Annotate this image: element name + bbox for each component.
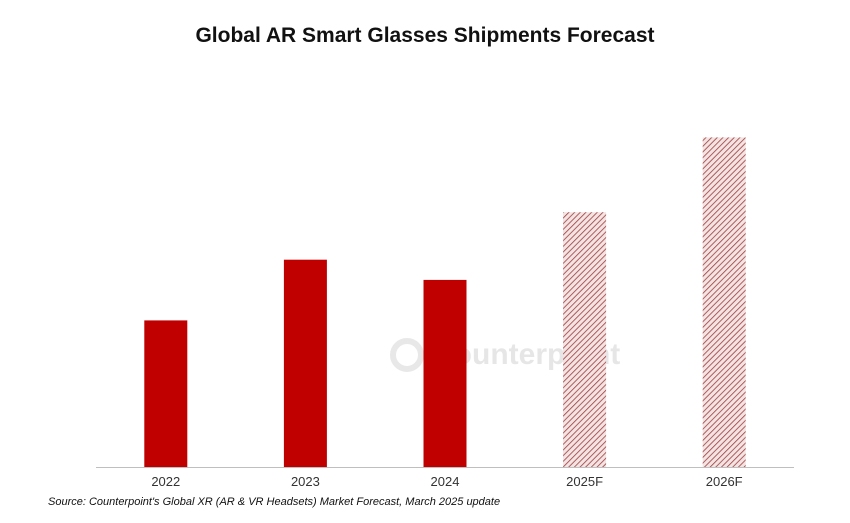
bar-2022 bbox=[144, 320, 188, 467]
x-tick-label: 2025F bbox=[566, 474, 603, 489]
bar-2025f bbox=[563, 212, 607, 467]
bar-2024 bbox=[423, 279, 467, 467]
x-tick-label: 2024 bbox=[431, 474, 460, 489]
chart-title: Global AR Smart Glasses Shipments Foreca… bbox=[195, 24, 655, 47]
watermark-circle-icon bbox=[390, 338, 424, 372]
x-tick-label: 2022 bbox=[151, 474, 180, 489]
x-tick-label: 2023 bbox=[291, 474, 320, 489]
bar-2023 bbox=[283, 259, 327, 467]
source-note: Source: Counterpoint's Global XR (AR & V… bbox=[48, 496, 501, 508]
x-tick-label: 2026F bbox=[706, 474, 743, 489]
bar-2026f bbox=[702, 137, 746, 467]
